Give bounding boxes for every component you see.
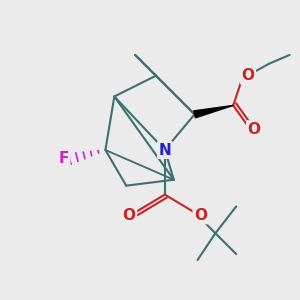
Text: N: N [158,142,171,158]
Polygon shape [194,105,233,118]
Text: F: F [58,152,69,166]
Text: O: O [123,208,136,223]
Text: O: O [194,208,207,223]
Text: O: O [248,122,260,137]
Text: O: O [242,68,255,83]
